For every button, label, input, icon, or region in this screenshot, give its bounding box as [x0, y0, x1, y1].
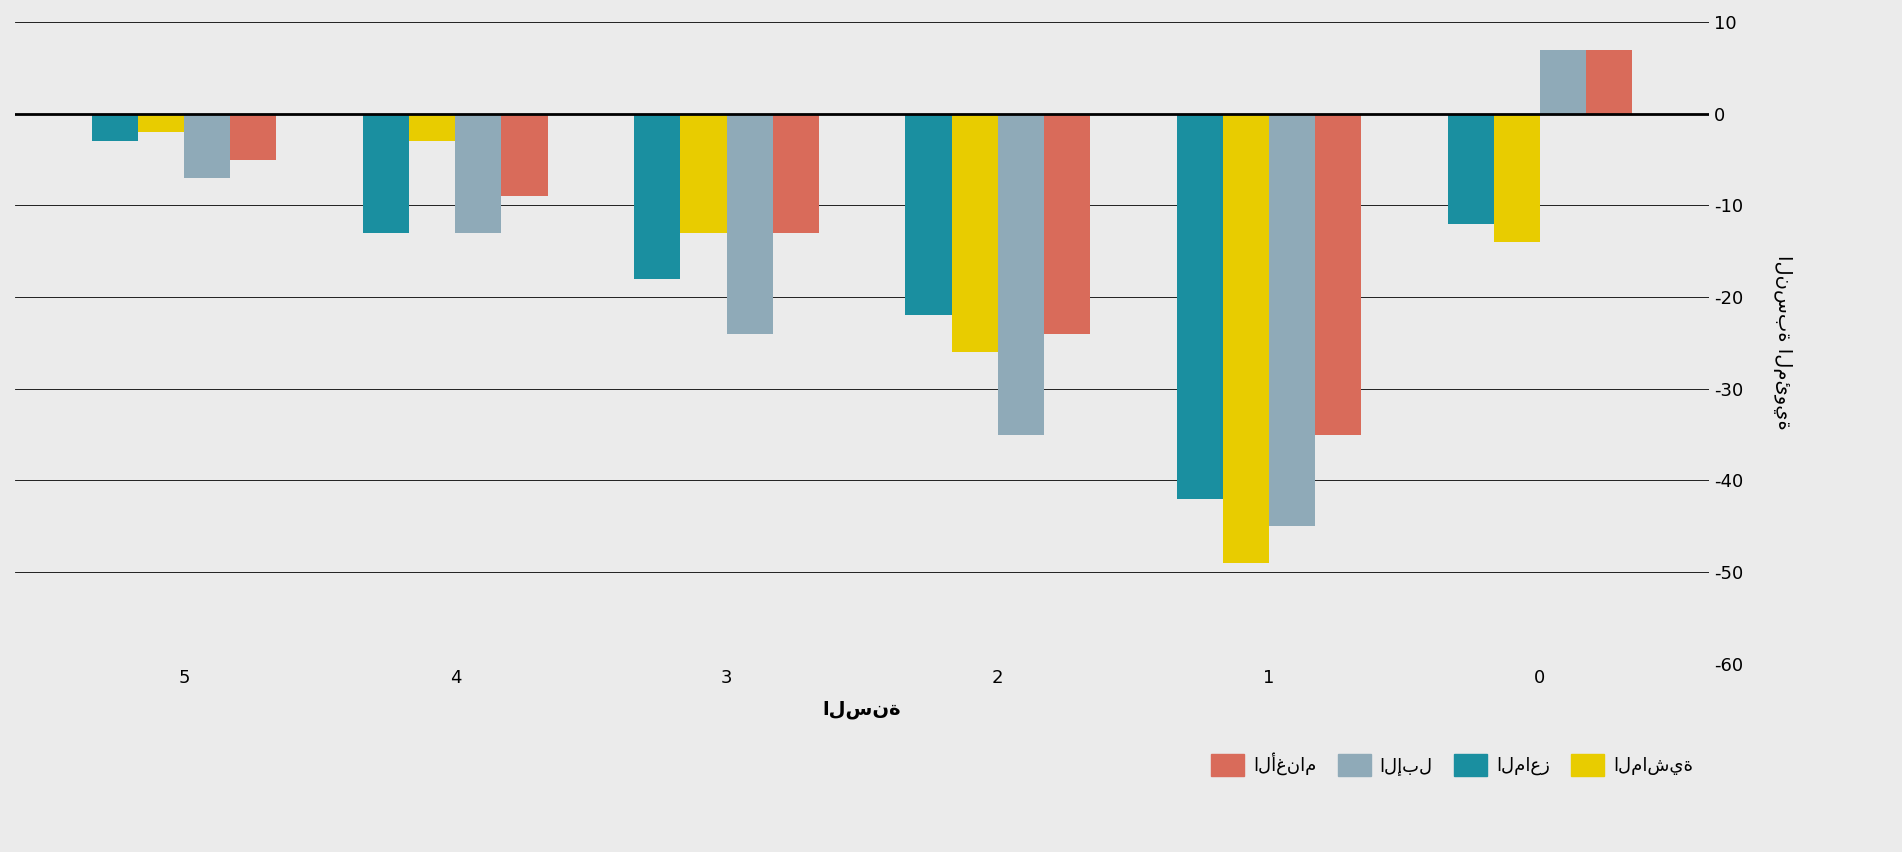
Bar — [363, 113, 409, 233]
Bar — [230, 113, 276, 159]
Bar — [772, 113, 818, 233]
Bar — [727, 113, 772, 334]
Bar — [1044, 113, 1090, 334]
Bar — [184, 113, 230, 178]
Bar — [1493, 113, 1541, 242]
Bar — [681, 113, 727, 233]
Bar — [1177, 113, 1223, 498]
Bar — [1269, 113, 1314, 527]
Bar — [502, 113, 548, 196]
Bar — [139, 113, 184, 132]
Bar — [1541, 49, 1586, 113]
Legend: الأغنام, الإبل, الماعز, الماشية: الأغنام, الإبل, الماعز, الماشية — [1204, 745, 1700, 783]
Bar — [1314, 113, 1362, 435]
Bar — [999, 113, 1044, 435]
Bar — [635, 113, 681, 279]
Bar — [91, 113, 139, 141]
Bar — [455, 113, 502, 233]
Y-axis label: النسبة المئوية: النسبة المئوية — [1773, 256, 1792, 430]
Bar — [1447, 113, 1493, 224]
Bar — [1223, 113, 1269, 563]
Bar — [951, 113, 999, 352]
Bar — [409, 113, 455, 141]
X-axis label: السنة: السنة — [824, 700, 902, 719]
Bar — [1586, 49, 1632, 113]
Bar — [905, 113, 951, 315]
